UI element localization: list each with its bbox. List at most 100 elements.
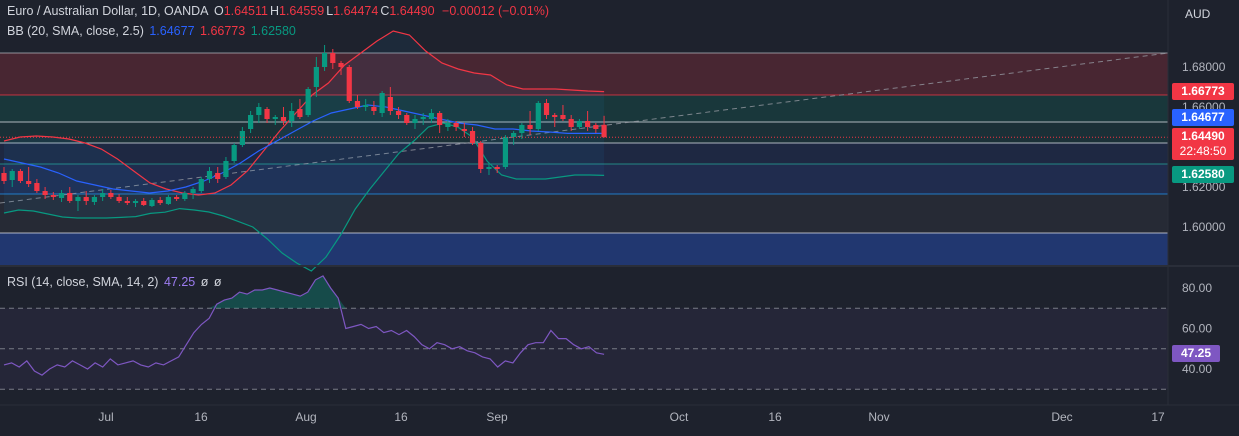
candle-44 bbox=[363, 99, 369, 111]
candle-53 bbox=[437, 111, 443, 133]
candle-54 bbox=[445, 119, 451, 131]
candle-body bbox=[174, 197, 180, 199]
ohlc-key-c: C bbox=[380, 4, 390, 18]
candle-body bbox=[124, 201, 130, 203]
candle-66 bbox=[543, 99, 550, 119]
candle-body bbox=[198, 179, 204, 191]
candle-60 bbox=[494, 165, 500, 173]
symbol-title[interactable]: Euro / Australian Dollar, 1D, OANDA bbox=[7, 4, 209, 18]
rsi-value-tag: 47.25 bbox=[1172, 345, 1220, 362]
price-change: −0.00012 (−0.01%) bbox=[442, 4, 550, 18]
candle-body bbox=[502, 137, 509, 167]
candle-40 bbox=[330, 49, 336, 69]
candle-body bbox=[100, 193, 106, 197]
bb-lower-value: 1.62580 bbox=[250, 24, 296, 38]
candle-body bbox=[511, 133, 517, 137]
rsi-tick-label: 60.00 bbox=[1182, 322, 1212, 336]
level-zone-5 bbox=[0, 194, 1168, 233]
candle-14 bbox=[116, 194, 122, 203]
axes: 1.680001.660001.620001.6000080.0060.0040… bbox=[0, 0, 1239, 424]
candle-body bbox=[404, 115, 410, 123]
candle-body bbox=[543, 103, 550, 115]
candle-body bbox=[264, 109, 270, 119]
candle-body bbox=[519, 125, 525, 133]
price-tick-label: 1.60000 bbox=[1182, 220, 1226, 234]
ohlc-key-h: H bbox=[269, 4, 279, 18]
rsi-tick-label: 40.00 bbox=[1182, 362, 1212, 376]
bb-basis-line bbox=[3, 104, 605, 194]
candle-body bbox=[132, 201, 139, 203]
candle-7 bbox=[58, 190, 65, 202]
candle-body bbox=[17, 171, 24, 181]
ohlc-key-l: L bbox=[326, 4, 334, 18]
ohlc-value-o: 1.64511 bbox=[223, 4, 268, 18]
candle-62 bbox=[511, 131, 517, 145]
bb-upper-tag: 1.66773 bbox=[1172, 83, 1234, 100]
rsi-sma-value: ø bbox=[200, 275, 209, 289]
candle-19 bbox=[157, 197, 163, 205]
bb-legend[interactable]: BB (20, SMA, close, 2.5) 1.64677 1.66773… bbox=[7, 24, 298, 38]
candle-body bbox=[42, 191, 48, 195]
candle-11 bbox=[91, 195, 98, 205]
candle-body bbox=[395, 111, 402, 115]
rsi-tick-label: 80.00 bbox=[1182, 281, 1212, 295]
candle-body bbox=[108, 193, 114, 197]
candle-8 bbox=[67, 187, 73, 203]
candle-body bbox=[256, 107, 262, 115]
candle-48 bbox=[395, 107, 402, 119]
candle-15 bbox=[124, 197, 130, 205]
candle-body bbox=[494, 167, 500, 169]
candle-body bbox=[83, 197, 89, 201]
rsi-indicator-label[interactable]: RSI (14, close, SMA, 14, 2) bbox=[7, 275, 159, 289]
candle-body bbox=[9, 171, 15, 180]
bb-basis-value: 1.64677 bbox=[149, 24, 195, 38]
candle-73 bbox=[601, 115, 607, 138]
currency-selector[interactable]: AUD bbox=[1185, 7, 1211, 21]
candle-57 bbox=[469, 127, 476, 145]
candle-38 bbox=[313, 57, 319, 97]
rsi-legend[interactable]: RSI (14, close, SMA, 14, 2) 47.25 ø ø bbox=[7, 275, 223, 289]
candle-body bbox=[338, 63, 344, 67]
candle-17 bbox=[141, 198, 147, 206]
candle-55 bbox=[453, 121, 459, 131]
candle-21 bbox=[174, 195, 180, 201]
time-tick-label: 16 bbox=[768, 410, 782, 424]
candle-body bbox=[91, 197, 98, 202]
candle-body bbox=[141, 201, 147, 205]
candle-68 bbox=[560, 105, 566, 121]
candle-body bbox=[272, 117, 278, 119]
candle-1 bbox=[9, 169, 15, 187]
main-legend: Euro / Australian Dollar, 1D, OANDA O1.6… bbox=[7, 4, 551, 18]
candle-4 bbox=[34, 179, 40, 193]
candle-71 bbox=[585, 111, 591, 131]
candle-body bbox=[346, 67, 352, 101]
candle-body bbox=[26, 181, 32, 184]
bb-indicator-label[interactable]: BB (20, SMA, close, 2.5) bbox=[7, 24, 144, 38]
candle-31 bbox=[256, 103, 262, 123]
time-tick-label: Nov bbox=[868, 410, 889, 424]
candle-body bbox=[313, 67, 319, 87]
candle-37 bbox=[305, 87, 311, 117]
candle-63 bbox=[519, 123, 525, 139]
candle-12 bbox=[100, 189, 106, 201]
candle-0 bbox=[1, 167, 7, 184]
candle-body bbox=[354, 101, 361, 107]
candle-body bbox=[585, 121, 591, 127]
candle-body bbox=[428, 113, 435, 119]
candle-body bbox=[576, 121, 582, 127]
time-tick-label: Aug bbox=[295, 410, 316, 424]
last-price-value: 1.64490 bbox=[1181, 129, 1225, 143]
candle-29 bbox=[239, 127, 245, 147]
candle-16 bbox=[132, 199, 139, 207]
candle-28 bbox=[231, 143, 237, 163]
level-zone-1 bbox=[0, 95, 1168, 122]
time-tick-label: 16 bbox=[394, 410, 408, 424]
last-price-tag: 1.64490 22:48:50 bbox=[1172, 128, 1234, 160]
candle-24 bbox=[198, 177, 204, 193]
candle-body bbox=[297, 109, 303, 117]
candle-34 bbox=[280, 107, 287, 125]
candle-body bbox=[486, 167, 492, 169]
candle-body bbox=[437, 113, 443, 125]
